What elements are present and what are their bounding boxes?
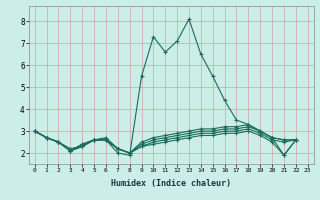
X-axis label: Humidex (Indice chaleur): Humidex (Indice chaleur) — [111, 179, 231, 188]
